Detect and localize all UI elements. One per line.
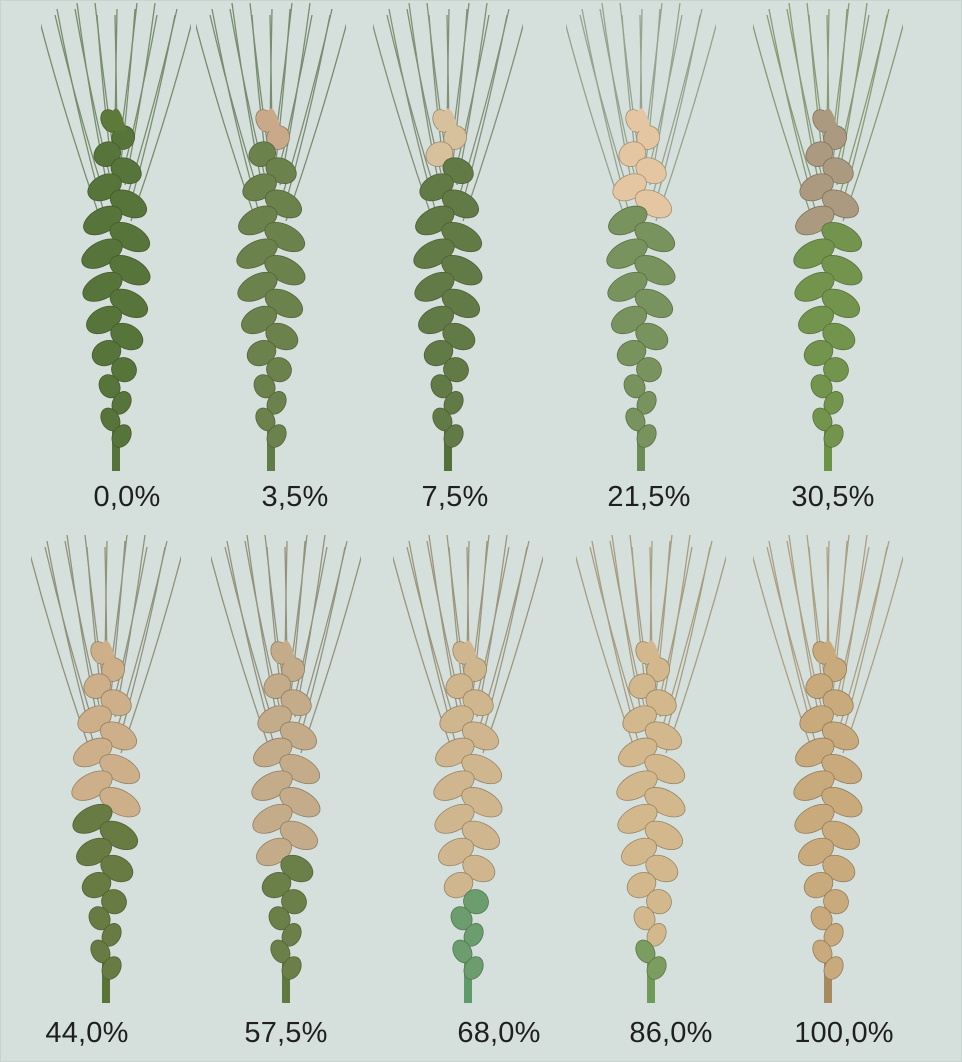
- wheat-ear-drawing: [41, 2, 191, 471]
- spikelets: [616, 641, 686, 980]
- spikelets: [413, 109, 483, 448]
- wheat-ear-drawing: [373, 2, 523, 471]
- ear-tip: [96, 640, 116, 663]
- ear-tip: [276, 640, 296, 663]
- severity-label-9: 86,0%: [629, 1017, 713, 1049]
- wheat-ear-9: [576, 533, 726, 1003]
- spikelets: [81, 109, 151, 448]
- ear-tip: [106, 108, 126, 131]
- wheat-ear-1: [41, 1, 191, 471]
- ear-tip: [458, 640, 478, 663]
- severity-label-2: 3,5%: [261, 481, 329, 513]
- severity-label-5: 30,5%: [791, 481, 875, 513]
- spikelets: [71, 641, 141, 980]
- wheat-ear-2: [196, 1, 346, 471]
- spikelets: [793, 109, 863, 448]
- wheat-ear-drawing: [196, 2, 346, 471]
- stem: [112, 431, 120, 471]
- stem: [824, 431, 832, 471]
- wheat-ear-drawing: [576, 534, 726, 1003]
- severity-label-3: 7,5%: [421, 481, 489, 513]
- severity-label-4: 21,5%: [607, 481, 691, 513]
- wheat-ear-drawing: [211, 534, 361, 1003]
- ear-tip: [261, 108, 281, 131]
- stem: [647, 963, 655, 1003]
- stem: [102, 963, 110, 1003]
- stem: [637, 431, 645, 471]
- ear-tip: [641, 640, 661, 663]
- spikelets: [433, 641, 503, 980]
- severity-label-1: 0,0%: [93, 481, 161, 513]
- wheat-ear-8: [393, 533, 543, 1003]
- stem: [824, 963, 832, 1003]
- wheat-ear-6: [31, 533, 181, 1003]
- ear-tip: [631, 108, 651, 131]
- ear-tip: [818, 108, 838, 131]
- severity-label-7: 57,5%: [244, 1017, 328, 1049]
- wheat-ear-10: [753, 533, 903, 1003]
- severity-label-8: 68,0%: [457, 1017, 541, 1049]
- wheat-ear-4: [566, 1, 716, 471]
- wheat-ear-7: [211, 533, 361, 1003]
- wheat-ear-3: [373, 1, 523, 471]
- spikelets: [236, 109, 306, 448]
- stem: [267, 431, 275, 471]
- stem: [464, 963, 472, 1003]
- wheat-ear-drawing: [31, 534, 181, 1003]
- wheat-ear-drawing: [566, 2, 716, 471]
- stem: [444, 431, 452, 471]
- wheat-ear-5: [753, 1, 903, 471]
- ear-tip: [438, 108, 458, 131]
- ear-tip: [818, 640, 838, 663]
- stem: [282, 963, 290, 1003]
- severity-label-10: 100,0%: [794, 1017, 894, 1049]
- wheat-ear-drawing: [753, 2, 903, 471]
- wheat-ear-drawing: [753, 534, 903, 1003]
- severity-label-6: 44,0%: [45, 1017, 129, 1049]
- spikelets: [793, 641, 863, 980]
- wheat-ear-drawing: [393, 534, 543, 1003]
- spikelets: [251, 641, 321, 980]
